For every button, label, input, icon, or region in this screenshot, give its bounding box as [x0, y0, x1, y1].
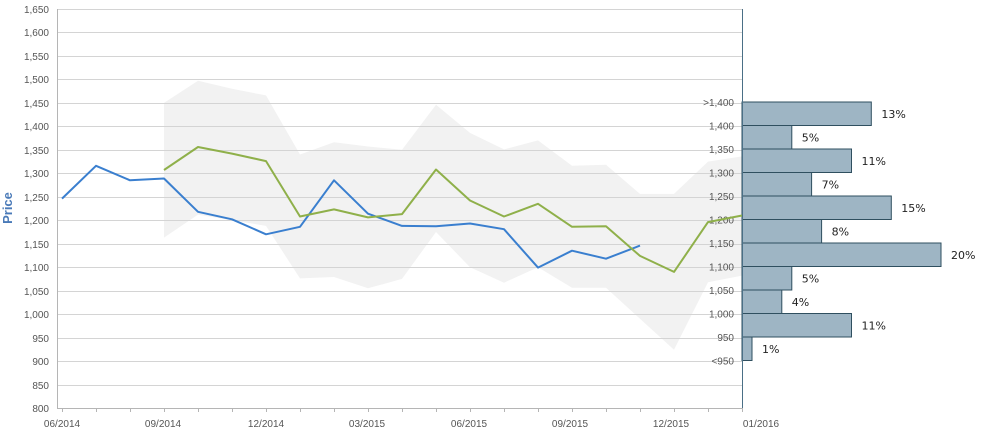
y-tick-label: 1,600	[24, 28, 49, 39]
distribution-bin-label: >1,400	[703, 98, 734, 109]
distribution-bar	[741, 266, 793, 291]
distribution-bar	[741, 172, 813, 197]
distribution-bin-label: 1,100	[709, 263, 734, 274]
distribution-bin-label: 1,050	[709, 286, 734, 297]
y-tick-label: 1,450	[24, 99, 49, 110]
distribution-bin-label: 1,200	[709, 216, 734, 227]
y-tick-label: 1,200	[24, 216, 49, 227]
distribution-bar-label: 1%	[762, 343, 779, 356]
forecast-range-band	[164, 80, 742, 350]
x-tick-label: 06/2014	[44, 419, 81, 430]
distribution-bar-label: 13%	[881, 108, 905, 121]
x-tick-label: 09/2014	[145, 419, 182, 430]
forecast-band-area	[164, 80, 742, 350]
distribution-bar-label: 11%	[862, 155, 886, 168]
x-tick-label: 06/2015	[451, 419, 488, 430]
y-tick-label: 1,500	[24, 75, 49, 86]
y-tick-label: 800	[32, 404, 49, 415]
distribution-bin-label: 1,000	[709, 310, 734, 321]
x-tick-label: 09/2015	[552, 419, 589, 430]
distribution-bin-label: 1,350	[709, 145, 734, 156]
distribution-bar-label: 5%	[802, 272, 819, 285]
y-tick-label: 900	[32, 357, 49, 368]
y-tick-label: 950	[32, 334, 49, 345]
distribution-bar	[741, 219, 823, 244]
distribution-bar	[741, 313, 852, 338]
distribution-bar	[741, 289, 783, 314]
distribution-bar-label: 4%	[792, 296, 809, 309]
price-series-lines	[61, 146, 743, 273]
y-tick-label: 1,100	[24, 263, 49, 274]
price-distribution-bars: 13% >1,400 5% 1,400 11% 1,350 7% 1,300 15% 1,250 8…	[703, 98, 975, 368]
distribution-bin-label: 1,400	[709, 122, 734, 133]
distribution-bar-label: 11%	[862, 319, 886, 332]
distribution-bar-label: 5%	[802, 131, 819, 144]
distribution-bin-label: 1,250	[709, 192, 734, 203]
y-tick-label: 1,050	[24, 287, 49, 298]
distribution-bin-label: 950	[717, 333, 734, 344]
distribution-bar	[741, 148, 852, 173]
y-tick-label: 1,250	[24, 193, 49, 204]
distribution-bar-label: 15%	[901, 202, 925, 215]
y-tick-label: 1,300	[24, 169, 49, 180]
distribution-bar	[741, 195, 892, 220]
distribution-bar	[741, 101, 872, 126]
y-tick-label: 850	[32, 381, 49, 392]
distribution-bar-label: 8%	[832, 225, 849, 238]
y-tick-label: 1,350	[24, 146, 49, 157]
series-line-2	[163, 146, 743, 273]
series-line-1	[61, 164, 641, 269]
distribution-bin-label: 1,300	[709, 169, 734, 180]
x-tick-label: 12/2014	[248, 419, 285, 430]
x-tick-label: 12/2015	[653, 419, 690, 430]
y-axis-title: Price	[0, 192, 15, 224]
distribution-bar-label: 20%	[951, 249, 975, 262]
x-tick-label: 01/2016	[743, 419, 780, 430]
distribution-bar-label: 7%	[822, 178, 839, 191]
distribution-bar	[741, 336, 753, 361]
y-tick-label: 1,000	[24, 310, 49, 321]
y-tick-label: 1,400	[24, 122, 49, 133]
distribution-bar	[741, 242, 942, 267]
y-tick-label: 1,150	[24, 240, 49, 251]
gridlines	[57, 9, 742, 409]
distribution-bar	[741, 125, 793, 150]
distribution-bin-label: <950	[711, 357, 734, 368]
y-tick-label: 1,650	[24, 5, 49, 16]
axes: 800 850 900 950 1,000 1,050 1,100 1,150 1,200 1,2…	[24, 5, 780, 430]
x-tick-label: 03/2015	[349, 419, 386, 430]
distribution-bin-label: 1,150	[709, 239, 734, 250]
y-tick-label: 1,550	[24, 52, 49, 63]
